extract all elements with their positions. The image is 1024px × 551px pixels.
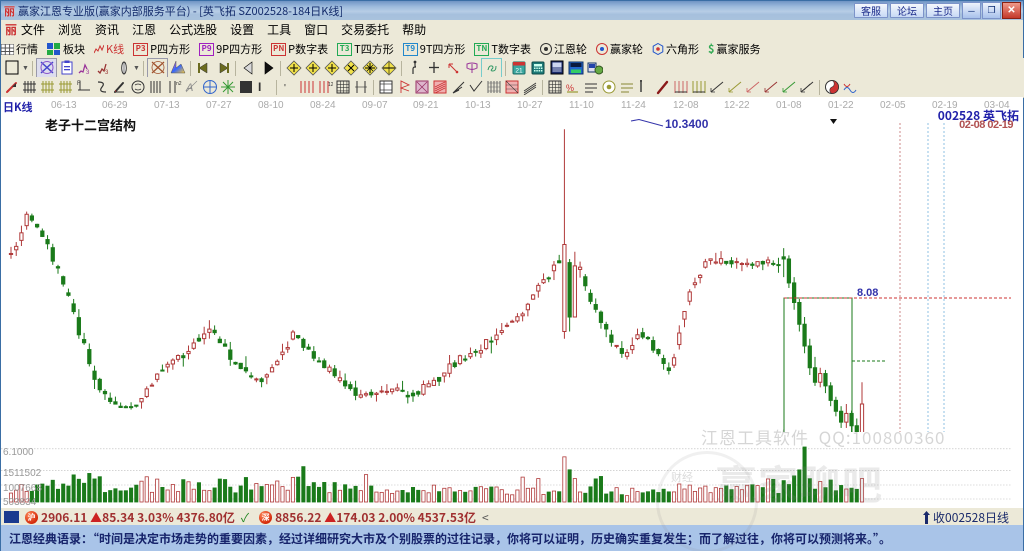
svg-text:A: A [185,82,193,94]
svg-text:3: 3 [105,70,109,76]
svg-text:I: I [258,80,261,94]
svg-text:21: 21 [515,68,523,75]
svg-text:123: 123 [328,82,333,88]
svg-text:F: F [77,81,81,87]
svg-text:': ' [284,83,286,94]
svg-text:n2: n2 [176,81,182,87]
svg-text:3: 3 [86,70,90,76]
